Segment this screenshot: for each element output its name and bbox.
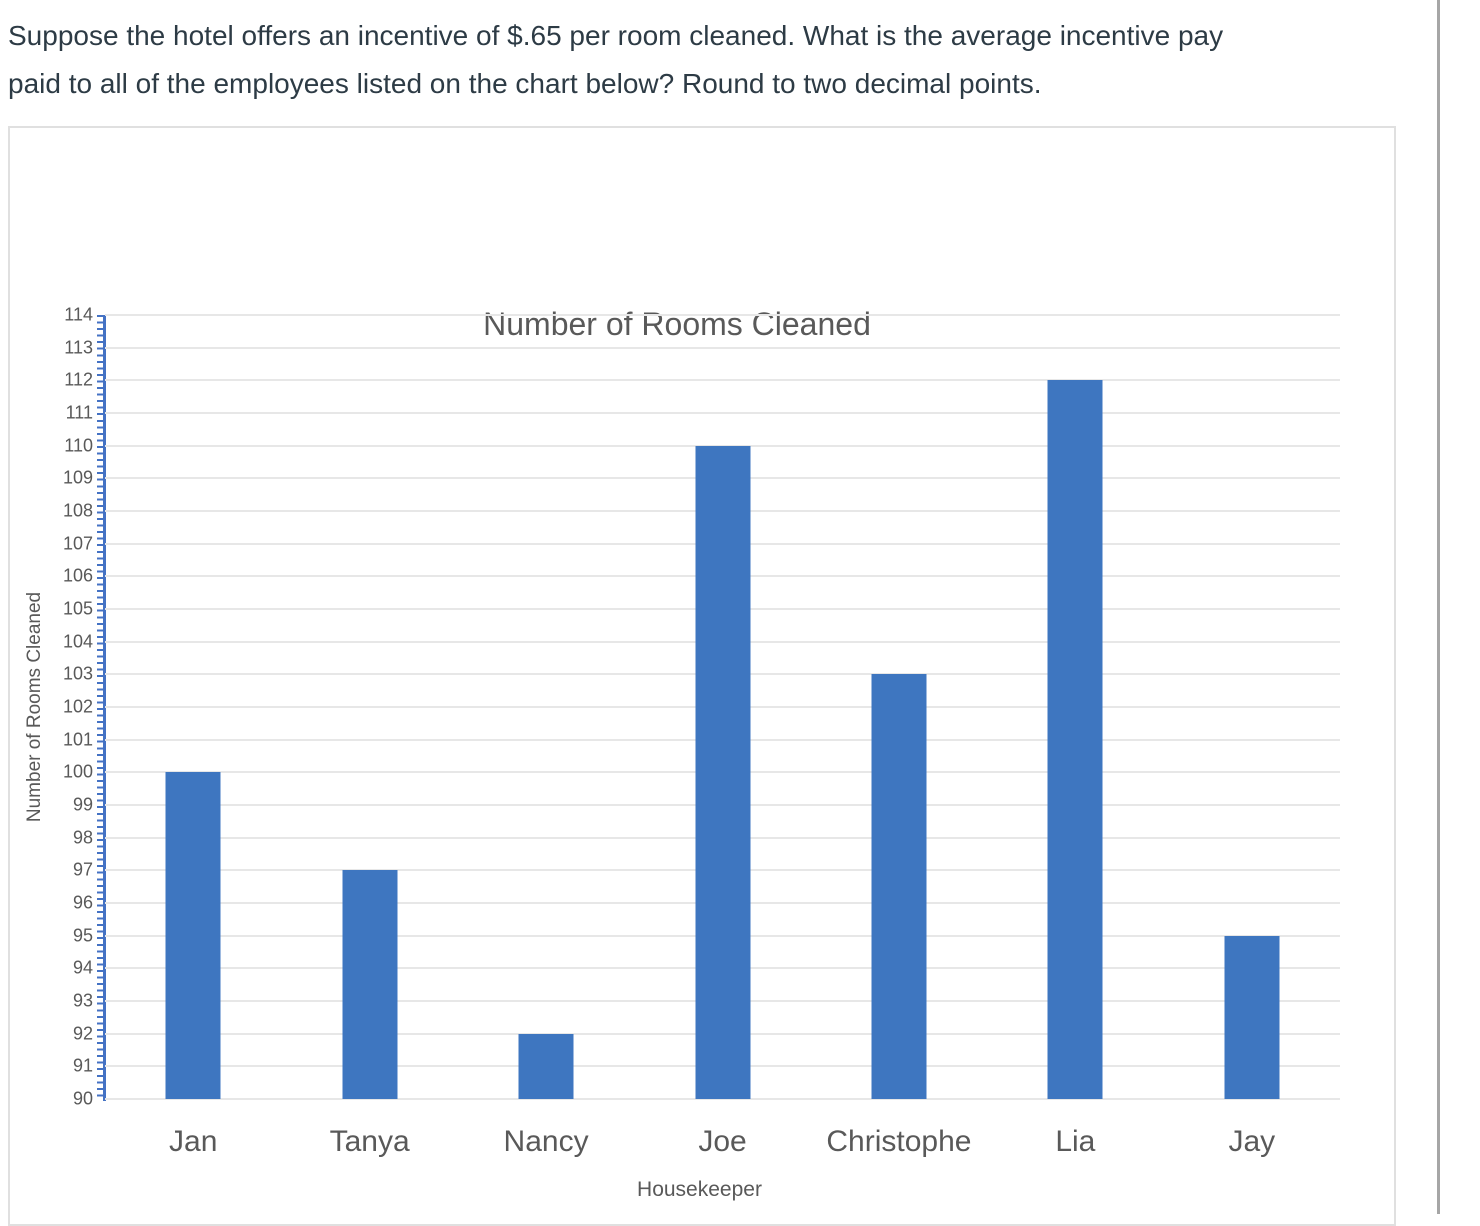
y-tick-label-109: 109 [62,467,93,488]
bar-jan [165,772,221,1099]
bar-joe [695,445,750,1099]
chart-card: Number of Rooms Cleaned Number of Rooms … [8,126,1396,1226]
y-tick-label-94: 94 [72,957,93,978]
question-line-2: paid to all of the employees listed on t… [8,68,1042,99]
x-category-label-lia: Lia [1055,1125,1096,1158]
y-tick-labels: 90 91 92 93 94 95 96 97 98 99 100 101 102 103 104 105 10… [10,305,93,1109]
y-tick-label-105: 105 [62,598,93,619]
plot-area [105,314,1340,1100]
x-category-label-joe: Joe [698,1125,747,1158]
x-category-label-jay: Jay [1228,1125,1276,1158]
y-axis-minor-ticks [97,315,103,1101]
bar-nancy [518,1033,574,1099]
y-tick-label-98: 98 [72,827,93,848]
y-tick-label-112: 112 [64,369,93,390]
bar-jay [1224,935,1280,1099]
y-tick-label-103: 103 [62,663,93,684]
question-text: Suppose the hotel offers an incentive of… [8,12,1408,108]
y-tick-label-108: 108 [62,500,93,521]
y-axis-line [103,315,106,1101]
y-tick-label-95: 95 [72,925,93,946]
page-divider-line [1437,0,1440,1214]
x-category-label-nancy: Nancy [503,1125,589,1158]
gridline-111 [105,412,1340,414]
x-category-label-jan: Jan [169,1125,218,1158]
chart-title: Number of Rooms Cleaned [483,306,871,342]
y-tick-label-90: 90 [72,1088,93,1109]
x-category-label-tanya: Tanya [329,1125,410,1158]
x-category-label-christophe: Christophe [826,1125,972,1158]
y-tick-label-101: 101 [62,729,93,750]
y-tick-label-114: 114 [64,304,93,325]
question-line-1: Suppose the hotel offers an incentive of… [8,20,1224,51]
bar-lia [1047,380,1103,1099]
x-category-labels: Jan Tanya Nancy Joe Christophe Lia Jay [105,1125,1340,1165]
y-tick-label-104: 104 [62,631,93,652]
y-tick-label-91: 91 [72,1055,93,1076]
y-tick-label-99: 99 [72,794,93,815]
x-axis-title: Housekeeper [637,1178,762,1201]
bar-christophe [871,674,927,1099]
gridline-113 [105,346,1340,349]
gridline-114 [105,314,1340,316]
y-tick-label-96: 96 [72,892,93,913]
y-tick-label-106: 106 [62,565,93,586]
y-tick-label-113: 113 [64,337,93,358]
gridline-112 [105,379,1340,382]
y-tick-label-110: 110 [64,435,93,456]
y-tick-label-93: 93 [72,990,93,1011]
y-tick-label-92: 92 [72,1023,93,1044]
gridline-90 [105,1098,1340,1100]
y-tick-label-100: 100 [62,761,93,782]
y-tick-label-107: 107 [62,533,93,554]
y-tick-label-111: 111 [65,402,93,423]
y-tick-label-97: 97 [72,859,93,880]
y-tick-label-102: 102 [62,696,93,717]
bar-tanya [342,870,398,1099]
